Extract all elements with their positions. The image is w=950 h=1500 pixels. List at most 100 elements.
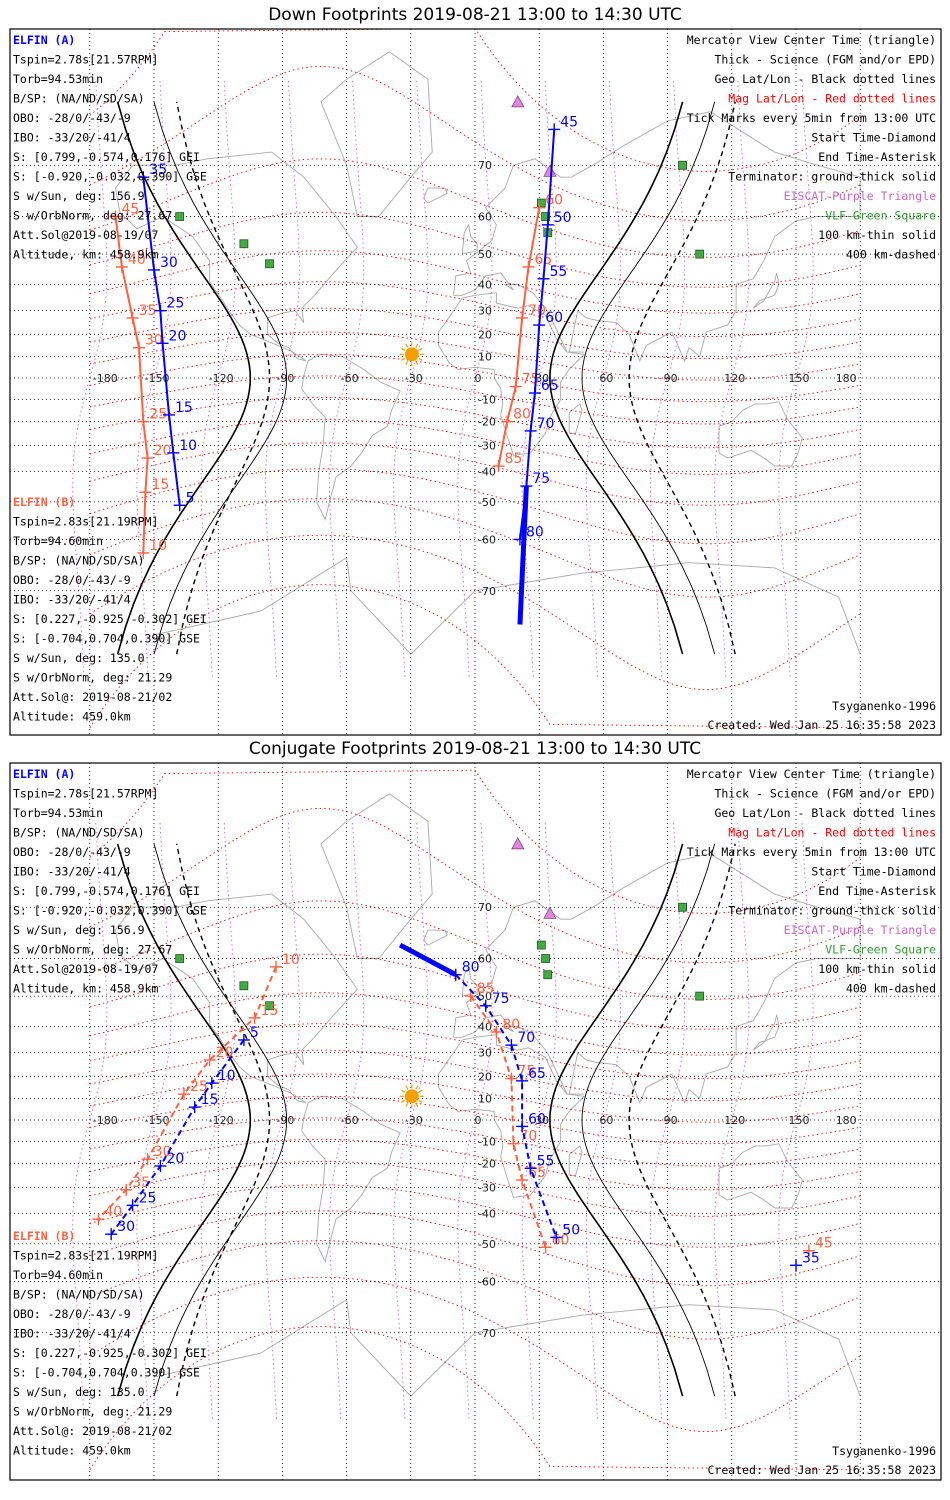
coastline-0	[115, 893, 358, 1104]
lon-tick-label: -30	[405, 1114, 423, 1127]
mag-lat-30	[89, 281, 861, 338]
coastline-8	[423, 929, 448, 946]
down-panel-title: Down Footprints 2019-08-21 13:00 to 14:3…	[268, 5, 682, 25]
created-timestamp: Created: Wed Jan 25 16:35:58 2023	[708, 718, 937, 732]
terminator-ground-east	[549, 843, 684, 1397]
sun-icon	[399, 342, 424, 367]
elfin-a-info-line: Tspin=2.78s[21.57RPM]	[13, 787, 158, 801]
legend-line: EISCAT-Purple Triangle	[784, 189, 936, 203]
lon-tick-label: -90	[276, 1114, 294, 1127]
lat-tick-label: 40	[478, 1020, 492, 1033]
vlf-square-icon	[678, 902, 687, 912]
elfin-b-info-line: Altitude: 459.0km	[13, 710, 131, 724]
track-tick-label: 60	[545, 310, 563, 326]
track-tick-label: 10	[218, 1068, 236, 1084]
lat-tick-label: 40	[478, 278, 492, 291]
track-tick-label: 35	[132, 1175, 150, 1191]
elfin-a-info-line: Torb=94.53min	[13, 806, 103, 820]
lat-tick-label: -50	[478, 1238, 496, 1251]
lat-tick-label: -70	[478, 585, 496, 598]
mag-lon-150	[778, 79, 814, 677]
map-canvas: -180 -150 -120 -90 -60 -30 0 30 60 90 120 150 180706…	[10, 763, 941, 1480]
lat-tick-label: -20	[478, 416, 496, 429]
mag-lon--60	[329, 79, 365, 677]
elfin-b-info-line: S: [-0.704,0.704,0.390] GSE	[13, 632, 200, 646]
vlf-square-icon	[695, 991, 705, 1001]
lon-tick-label: -90	[276, 372, 294, 385]
elfin-b-info-line: Att.Sol@: 2019-08-21/02	[13, 1424, 172, 1438]
elfin-b-info-line: S w/Sun, deg: 135.0	[13, 1385, 145, 1399]
elfin-b-info-line: OBO: -28/0/-43/-9	[13, 1307, 131, 1321]
elfin-b-info-line: IBO: -33/20/-41/4	[13, 593, 131, 607]
elfin-a-label: ELFIN (A)	[13, 33, 75, 47]
legend-line: 100 km-thin solid	[818, 962, 936, 976]
mag-lat--30	[89, 418, 861, 475]
coastline-1	[301, 353, 401, 521]
mag-lat-70	[89, 807, 861, 964]
elfin-a-info-line: S w/OrbNorm, deg: 27.67	[13, 943, 172, 957]
track-tick-label: 30	[145, 333, 163, 349]
lat-tick-label: 60	[478, 953, 492, 966]
coastline-4	[718, 401, 803, 467]
track-tick-label: 65	[528, 1066, 546, 1082]
mag-lon-120	[714, 79, 750, 677]
elfin-b-info-line: IBO: -33/20/-41/4	[13, 1327, 131, 1341]
mag-lat-40	[89, 992, 861, 1056]
track-tick-label: 85	[477, 981, 495, 997]
elfin-a-info-line: Altitude, km: 458.9km	[13, 982, 158, 996]
track-tick-label: 25	[190, 1079, 208, 1095]
coastline-0	[115, 151, 358, 362]
elfin-b-info-line: S: [-0.704,0.704,0.390] GSE	[13, 1366, 200, 1380]
elfin-a-science-segment	[517, 485, 529, 625]
ground-stations	[175, 836, 705, 1011]
lat-tick-label: 60	[478, 211, 492, 224]
legend-line: Mag Lat/Lon - Red dotted lines	[728, 826, 936, 840]
coastline-6	[153, 556, 861, 655]
elfin-b-info-line: B/SP: (NA/ND/SD/SA)	[13, 554, 145, 568]
mag-lat-grid	[89, 29, 861, 729]
legend-line: VLF-Green Square	[825, 943, 936, 957]
track-tick-label: 65	[528, 1165, 546, 1181]
mag-lat-50	[89, 211, 861, 288]
track-tick-label: 55	[537, 1153, 555, 1169]
lat-tick-label: -50	[478, 496, 496, 509]
map-canvas: -180 -150 -120 -90 -60 -30 0 30 60 90 120 150 180706…	[10, 29, 941, 735]
track-tick-label: 45	[121, 202, 139, 218]
elfin-b-info-line: B/SP: (NA/ND/SD/SA)	[13, 1288, 145, 1302]
info-text: ELFIN (A) Tspin=2.78s[21.57RPM] Torb=94.53…	[13, 33, 936, 732]
track-tick-label: 15	[151, 477, 169, 493]
legend-line: End Time-Asterisk	[818, 884, 936, 898]
mag-lon-60	[585, 79, 621, 677]
elfin-b-info-line: Torb=94.60min	[13, 534, 103, 548]
lat-tick-label: -40	[478, 1208, 496, 1221]
model-label: Tsyganenko-1996	[832, 1444, 936, 1458]
track-tick-label: 20	[216, 1045, 234, 1061]
lon-tick-label: 120	[724, 1114, 745, 1127]
track-tick-label: 75	[532, 471, 550, 487]
mag-lat-30	[89, 1023, 861, 1080]
mag-lat-80	[89, 29, 861, 172]
track-tick-label: 25	[139, 1190, 157, 1206]
legend-line: 400 km-dashed	[846, 982, 936, 996]
track-tick-label: 80	[462, 960, 480, 976]
elfin-b-label: ELFIN (B)	[13, 1229, 75, 1243]
track-tick-label: 65	[535, 252, 553, 268]
track-tick-label: 10	[179, 438, 197, 454]
terminator-ground-east	[549, 101, 684, 655]
elfin-a-info-line: S: [-0.920,-0.032,0.390] GSE	[13, 170, 207, 184]
track-tick-label: 65	[541, 378, 559, 394]
mag-lon--90	[264, 821, 300, 1419]
vlf-square-icon	[695, 249, 705, 259]
lat-tick-label: -30	[478, 1181, 496, 1194]
lat-tick-label: -70	[478, 1327, 496, 1340]
track-tick-label: 80	[513, 407, 531, 423]
coastline-5	[320, 793, 433, 959]
lat-tick-label: -60	[478, 1275, 496, 1288]
vlf-square-icon	[265, 1001, 274, 1011]
elfin-a-science-segment	[398, 942, 457, 977]
mag-lat--80	[89, 584, 861, 729]
elfin-b-info-line: OBO: -28/0/-43/-9	[13, 573, 131, 587]
elfin-b-info-line: Torb=94.60min	[13, 1268, 103, 1282]
